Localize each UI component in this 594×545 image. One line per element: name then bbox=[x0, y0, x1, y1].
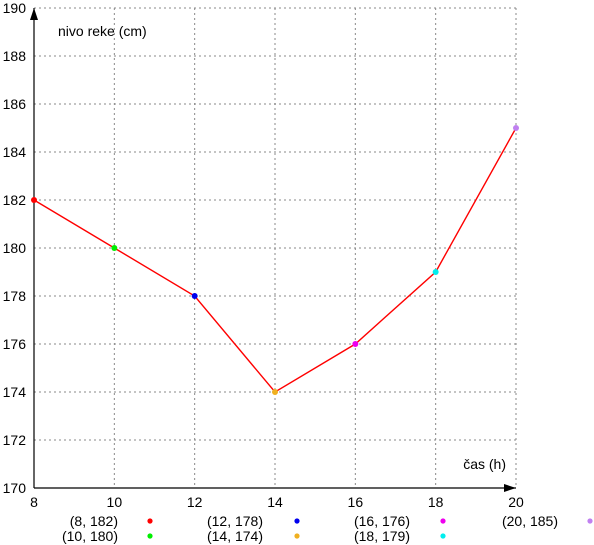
data-point bbox=[111, 245, 118, 251]
grid bbox=[34, 7, 517, 488]
y-tick-label: 170 bbox=[3, 480, 27, 496]
legend-label: (16, 176) bbox=[354, 513, 410, 529]
x-axis-label: čas (h) bbox=[463, 456, 506, 472]
legend-marker bbox=[440, 533, 446, 539]
x-tick-labels: 8 10 12 14 16 18 20 bbox=[30, 494, 524, 510]
y-axis-label: nivo reke (cm) bbox=[58, 23, 147, 39]
data-point bbox=[513, 125, 519, 131]
x-tick-label: 8 bbox=[30, 494, 38, 510]
data-point bbox=[272, 389, 278, 395]
x-tick-label: 12 bbox=[187, 494, 203, 510]
x-tick-label: 10 bbox=[107, 494, 123, 510]
legend-marker bbox=[147, 533, 153, 539]
legend-marker bbox=[294, 533, 300, 539]
x-tick-label: 18 bbox=[428, 494, 444, 510]
y-axis-arrow bbox=[30, 8, 38, 20]
legend-label: (20, 185) bbox=[502, 513, 558, 529]
legend-label: (10, 180) bbox=[62, 528, 118, 544]
y-tick-labels: 170 172 174 176 178 180 182 184 186 188 190 bbox=[3, 0, 27, 496]
legend-label: (12, 178) bbox=[207, 513, 263, 529]
data-point bbox=[352, 341, 359, 347]
y-tick-label: 184 bbox=[3, 144, 27, 160]
y-tick-label: 190 bbox=[3, 0, 27, 16]
legend: (8, 182)(10, 180) (12, 178)(14, 174) (16, … bbox=[62, 513, 593, 544]
legend-marker bbox=[587, 518, 593, 524]
legend-label: (8, 182) bbox=[70, 513, 118, 529]
legend-marker bbox=[294, 518, 300, 524]
x-tick-label: 16 bbox=[348, 494, 364, 510]
y-tick-label: 186 bbox=[3, 96, 27, 112]
y-tick-label: 188 bbox=[3, 48, 27, 64]
y-tick-label: 180 bbox=[3, 240, 27, 256]
x-tick-label: 20 bbox=[508, 494, 524, 510]
x-tick-label: 14 bbox=[267, 494, 283, 510]
data-points bbox=[31, 125, 519, 395]
legend-marker bbox=[440, 518, 446, 524]
y-tick-label: 182 bbox=[3, 192, 27, 208]
y-tick-label: 178 bbox=[3, 288, 27, 304]
y-tick-label: 172 bbox=[3, 432, 27, 448]
legend-label: (14, 174) bbox=[207, 528, 263, 544]
y-tick-label: 174 bbox=[3, 384, 27, 400]
data-point bbox=[31, 197, 37, 203]
x-axis-arrow bbox=[504, 484, 516, 492]
legend-label: (18, 179) bbox=[354, 528, 410, 544]
data-point bbox=[191, 293, 198, 299]
data-point bbox=[432, 269, 439, 275]
axes bbox=[30, 8, 516, 492]
legend-marker bbox=[147, 518, 153, 524]
y-tick-label: 176 bbox=[3, 336, 27, 352]
